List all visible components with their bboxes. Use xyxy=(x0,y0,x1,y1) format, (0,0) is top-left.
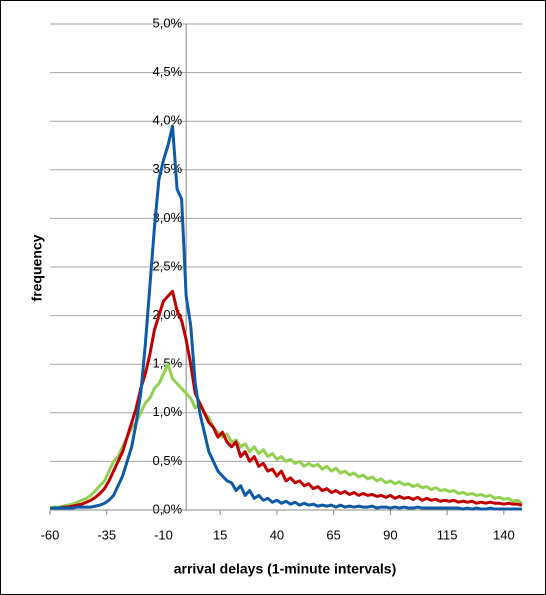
y-tick-label: 4,0% xyxy=(153,113,183,128)
x-tick-label: -35 xyxy=(97,527,116,542)
x-tick-label: -10 xyxy=(154,527,173,542)
y-tick-label: 0,0% xyxy=(153,501,183,516)
y-tick-label: 4,5% xyxy=(153,64,183,79)
x-axis-title: arrival delays (1-minute intervals) xyxy=(174,561,397,577)
x-tick-label: 65 xyxy=(326,527,340,542)
x-tick-label: 115 xyxy=(437,527,458,542)
y-tick-label: 3,5% xyxy=(153,161,183,176)
x-tick-label: 15 xyxy=(213,527,227,542)
x-tick-label: 40 xyxy=(270,527,284,542)
x-tick-label: 140 xyxy=(493,527,515,542)
y-axis-title: frequency xyxy=(29,234,45,301)
y-tick-label: 1,0% xyxy=(153,404,183,419)
y-tick-label: 0,5% xyxy=(153,453,183,468)
y-tick-label: 5,0% xyxy=(153,15,183,30)
y-tick-label: 3,0% xyxy=(153,210,183,225)
series-line xyxy=(50,289,523,510)
x-tick-label: -60 xyxy=(41,527,60,542)
y-tick-label: 2,5% xyxy=(153,258,183,273)
series-line xyxy=(50,124,522,511)
x-tick-label: 90 xyxy=(383,527,397,542)
